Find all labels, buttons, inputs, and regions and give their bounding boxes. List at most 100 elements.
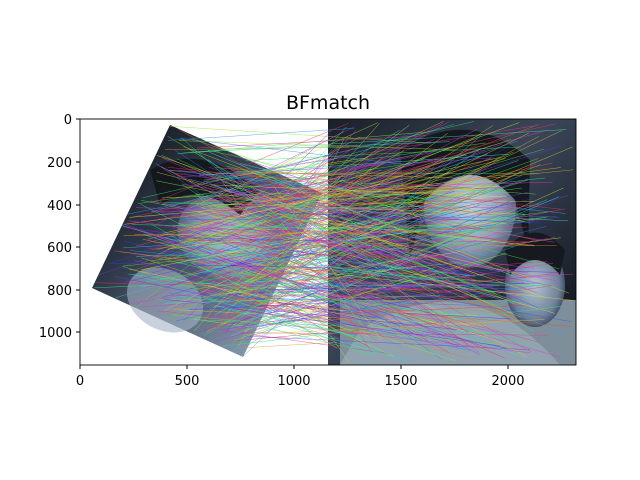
match-line	[178, 222, 403, 314]
match-line	[262, 195, 482, 276]
match-line	[192, 262, 396, 358]
match-line	[202, 247, 504, 311]
match-line	[276, 212, 541, 224]
match-line	[171, 139, 512, 249]
match-line	[245, 146, 521, 161]
match-line	[202, 237, 376, 337]
match-line	[115, 182, 506, 299]
match-line	[308, 181, 553, 189]
match-line	[177, 129, 567, 154]
match-line	[191, 168, 357, 289]
match-line	[209, 151, 433, 201]
match-line	[172, 227, 393, 234]
y-tick-label: 0	[64, 113, 72, 128]
match-line	[129, 185, 499, 218]
match-line	[163, 299, 457, 330]
x-axis: 0 500 1000 1500 2000	[76, 365, 525, 389]
match-line	[283, 196, 554, 315]
match-line	[214, 132, 418, 185]
match-line	[181, 137, 350, 286]
match-line	[263, 187, 523, 221]
match-line	[154, 123, 349, 203]
match-line	[251, 146, 573, 282]
match-line	[154, 138, 435, 249]
match-line	[208, 229, 519, 303]
match-line	[213, 296, 481, 306]
match-line	[141, 257, 456, 362]
match-line	[191, 138, 472, 236]
match-line	[157, 165, 454, 301]
chart-title: BFmatch	[286, 92, 370, 114]
match-line	[179, 216, 557, 221]
match-line	[242, 199, 358, 273]
x-tick-label: 500	[175, 374, 200, 389]
match-line	[172, 193, 460, 227]
match-line	[230, 196, 560, 337]
match-line	[280, 178, 411, 264]
match-line	[260, 143, 358, 228]
match-line	[223, 225, 453, 259]
y-tick-label: 800	[47, 284, 72, 299]
y-tick-label: 200	[47, 156, 72, 171]
match-line	[179, 138, 414, 166]
match-line	[233, 299, 372, 358]
match-line	[209, 244, 475, 277]
match-line	[114, 276, 397, 335]
match-line	[157, 310, 531, 354]
y-tick-label: 1000	[39, 326, 72, 341]
match-line	[222, 288, 368, 334]
match-line	[199, 282, 463, 317]
match-line	[162, 140, 518, 258]
match-line	[189, 178, 486, 257]
match-line	[175, 225, 547, 322]
match-line	[150, 206, 519, 212]
match-line	[176, 157, 494, 178]
match-line	[295, 219, 535, 247]
x-tick-label: 0	[76, 374, 84, 389]
match-line	[209, 285, 494, 320]
match-line	[280, 267, 573, 301]
match-line	[240, 332, 548, 336]
match-line	[230, 123, 444, 233]
image-area	[80, 119, 576, 365]
match-line	[245, 197, 479, 292]
match-line	[290, 197, 509, 208]
match-line	[246, 319, 545, 335]
y-tick-label: 600	[47, 241, 72, 256]
match-line	[207, 262, 461, 288]
match-line	[166, 244, 350, 308]
match-line	[190, 169, 372, 215]
match-line	[214, 178, 529, 271]
match-line	[163, 156, 501, 234]
match-line	[265, 165, 380, 246]
match-line	[144, 149, 486, 218]
y-tick-label: 400	[47, 199, 72, 214]
match-line	[215, 207, 417, 315]
match-line	[263, 224, 516, 296]
match-line	[209, 256, 416, 298]
match-line	[236, 272, 560, 310]
match-line	[219, 306, 501, 347]
match-line	[251, 307, 491, 323]
match-line	[168, 128, 355, 141]
match-line	[167, 292, 471, 351]
match-line	[222, 269, 515, 317]
match-line	[158, 121, 444, 255]
match-line	[199, 153, 509, 176]
match-line	[142, 121, 475, 199]
match-line	[291, 222, 370, 330]
match-line	[198, 160, 443, 263]
axes-frame	[79, 118, 577, 366]
match-line	[310, 205, 336, 222]
match-line	[202, 169, 574, 208]
match-line	[249, 195, 569, 291]
match-line	[160, 242, 465, 349]
match-line	[123, 226, 474, 277]
match-line	[293, 221, 395, 271]
match-line	[183, 239, 526, 242]
match-line	[177, 218, 384, 264]
match-line	[205, 174, 523, 299]
match-line	[232, 266, 436, 342]
match-line	[166, 229, 390, 314]
match-line	[123, 191, 529, 283]
